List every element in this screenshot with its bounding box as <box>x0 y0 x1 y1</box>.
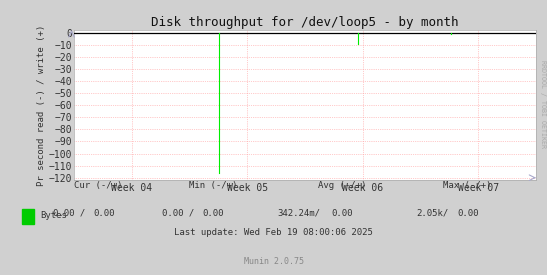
Text: Cur (-/+): Cur (-/+) <box>74 181 123 189</box>
Text: Max (-/+): Max (-/+) <box>444 181 492 189</box>
Text: 0.00: 0.00 <box>94 209 115 218</box>
Text: 0.00: 0.00 <box>457 209 479 218</box>
Y-axis label: Pr second read (-) / write (+): Pr second read (-) / write (+) <box>37 24 46 186</box>
Text: 0.00 /: 0.00 / <box>162 209 194 218</box>
Text: 0.00: 0.00 <box>203 209 224 218</box>
Text: 0.00 /: 0.00 / <box>53 209 85 218</box>
Text: 2.05k/: 2.05k/ <box>416 209 449 218</box>
Text: Munin 2.0.75: Munin 2.0.75 <box>243 257 304 266</box>
Text: Avg (-/+): Avg (-/+) <box>318 181 366 189</box>
Text: Min (-/+): Min (-/+) <box>189 181 237 189</box>
Text: Bytes: Bytes <box>40 211 67 220</box>
Text: 342.24m/: 342.24m/ <box>277 209 320 218</box>
Text: Last update: Wed Feb 19 08:00:06 2025: Last update: Wed Feb 19 08:00:06 2025 <box>174 228 373 237</box>
Text: RRDTOOL / TOBI OETIKER: RRDTOOL / TOBI OETIKER <box>540 60 546 148</box>
Title: Disk throughput for /dev/loop5 - by month: Disk throughput for /dev/loop5 - by mont… <box>151 16 459 29</box>
Text: 0.00: 0.00 <box>331 209 353 218</box>
